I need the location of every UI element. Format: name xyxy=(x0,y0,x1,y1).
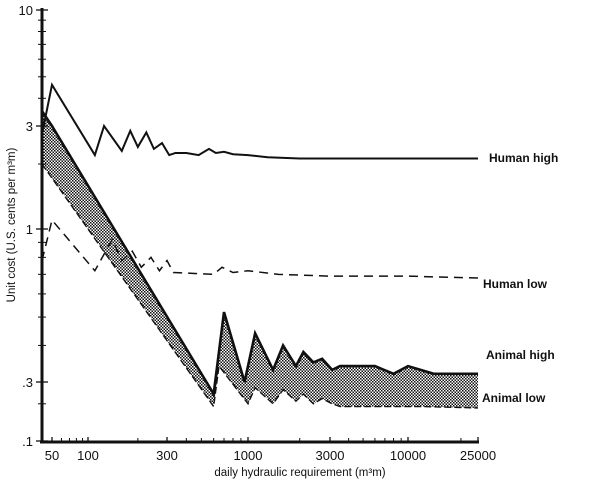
x-tick-label: 25000 xyxy=(460,448,496,463)
series-line-human-low xyxy=(41,218,479,279)
shaded-band-layer xyxy=(42,111,478,408)
series-line-animal-low xyxy=(41,163,479,409)
y-tick-label: 10 xyxy=(19,3,33,18)
series-label-animal-low: Animal low xyxy=(482,391,546,405)
x-tick-label: 3000 xyxy=(316,448,345,463)
series-line-animal-high xyxy=(40,110,478,398)
y-tick-label: 3 xyxy=(26,119,33,134)
y-tick-label: 1 xyxy=(26,222,33,237)
axes xyxy=(40,8,479,444)
series-line-human-high xyxy=(41,82,478,160)
series-layer xyxy=(40,82,479,409)
animal-cost-band xyxy=(42,111,478,408)
y-tick-label: .1 xyxy=(22,434,33,449)
ticks: 50 100 300 1000 3000 10000 25000 10 3 1 .3 .1 xyxy=(19,3,497,463)
x-tick-label: 10000 xyxy=(390,448,426,463)
series-label-human-low: Human low xyxy=(483,277,548,291)
x-axis-title: daily hydraulic requirement (m³m) xyxy=(214,467,385,479)
labels: daily hydraulic requirement (m³m) Unit c… xyxy=(6,148,558,479)
x-tick-label: 50 xyxy=(45,448,59,463)
x-tick-label: 300 xyxy=(156,448,178,463)
series-label-animal-high: Animal high xyxy=(486,348,555,362)
x-tick-label: 100 xyxy=(77,448,99,463)
y-axis-title: Unit cost (U.S. cents per m³m) xyxy=(6,148,18,303)
series-label-human-high: Human high xyxy=(489,151,558,165)
x-tick-label: 1000 xyxy=(234,448,263,463)
y-tick-label: .3 xyxy=(22,375,33,390)
